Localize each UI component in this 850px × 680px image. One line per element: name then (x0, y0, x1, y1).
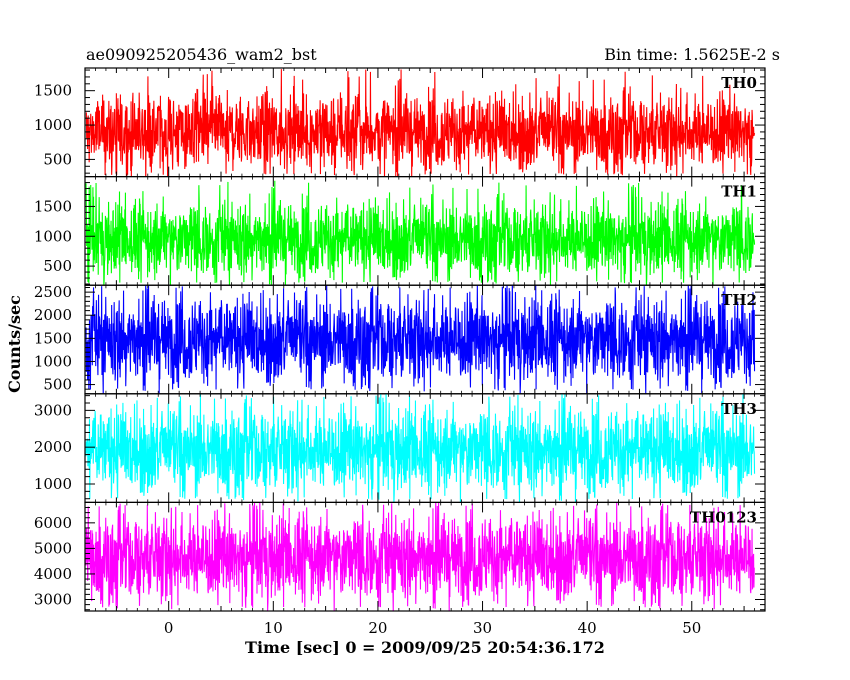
band-label-th0123: TH0123 (690, 508, 757, 526)
panel-th3: 1000 2000 3000 TH3 (34, 393, 766, 503)
y-tick-label: 1500 (34, 329, 72, 347)
y-tick-label: 500 (43, 376, 72, 394)
chart-title-right: Bin time: 1.5625E-2 s (604, 45, 780, 64)
y-tick-label: 5000 (34, 539, 72, 557)
x-tick-label: 20 (368, 619, 387, 637)
y-tick-label: 3000 (34, 591, 72, 609)
x-tick-label: 30 (473, 619, 492, 637)
y-axis-title: Counts/sec (5, 295, 24, 393)
series-line-th3 (85, 393, 756, 503)
series-line-th0123 (85, 502, 755, 611)
band-label-th0: TH0 (721, 74, 757, 92)
y-tick-label: 1000 (34, 352, 72, 370)
x-axis-title: Time [sec] 0 = 2009/09/25 20:54:36.172 (245, 638, 605, 657)
x-tick-label: 10 (264, 619, 283, 637)
x-tick-label: 0 (164, 619, 174, 637)
y-tick-label: 500 (43, 150, 72, 168)
y-tick-label: 3000 (34, 401, 72, 419)
y-tick-label: 2000 (34, 438, 72, 456)
series-line-th0 (85, 69, 756, 177)
y-tick-label: 500 (43, 257, 72, 275)
panel-frame (84, 501, 766, 612)
panel-th1: 500 1000 1500 TH1 (34, 176, 766, 286)
series-line-th2 (85, 285, 756, 394)
y-tick-label: 1000 (34, 116, 72, 134)
y-tick-label: 4000 (34, 565, 72, 583)
y-tick-label: 1000 (34, 227, 72, 245)
x-tick-label: 40 (578, 619, 597, 637)
panel-th0123: 3000 4000 5000 6000 TH0123 (34, 501, 766, 612)
y-tick-label: 2500 (34, 283, 72, 301)
y-tick-label: 2000 (34, 306, 72, 324)
chart-title-left: ae090925205436_wam2_bst (86, 45, 317, 64)
x-tick-label: 50 (682, 619, 701, 637)
band-label-th1: TH1 (721, 183, 757, 201)
y-tick-label: 6000 (34, 514, 72, 532)
band-label-th3: TH3 (721, 400, 757, 418)
panel-th0: 500 1000 1500 TH0 (34, 67, 766, 178)
y-tick-label: 1500 (34, 82, 72, 100)
y-tick-label: 1500 (34, 197, 72, 215)
band-label-th2: TH2 (721, 291, 757, 309)
panel-th2: 500 1000 1500 2000 2500 TH2 (34, 283, 766, 395)
y-tick-label: 1000 (34, 475, 72, 493)
series-line-th1 (85, 180, 756, 286)
